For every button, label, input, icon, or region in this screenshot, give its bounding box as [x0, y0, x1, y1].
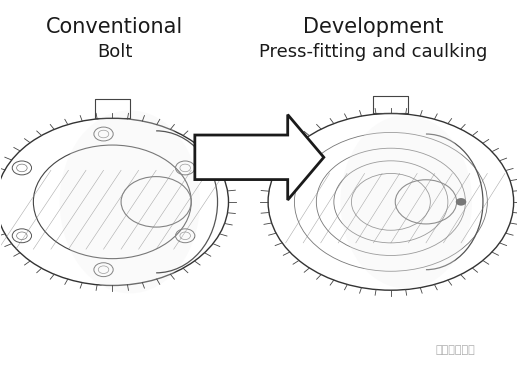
- Ellipse shape: [341, 115, 472, 289]
- Ellipse shape: [60, 110, 200, 293]
- Text: Bolt: Bolt: [97, 43, 133, 61]
- Text: Development: Development: [303, 17, 443, 37]
- Text: Conventional: Conventional: [46, 17, 184, 37]
- Text: 汽车先进技术: 汽车先进技术: [435, 345, 475, 355]
- Polygon shape: [195, 114, 324, 200]
- Circle shape: [456, 198, 466, 206]
- Text: Press-fitting and caulking: Press-fitting and caulking: [258, 43, 487, 61]
